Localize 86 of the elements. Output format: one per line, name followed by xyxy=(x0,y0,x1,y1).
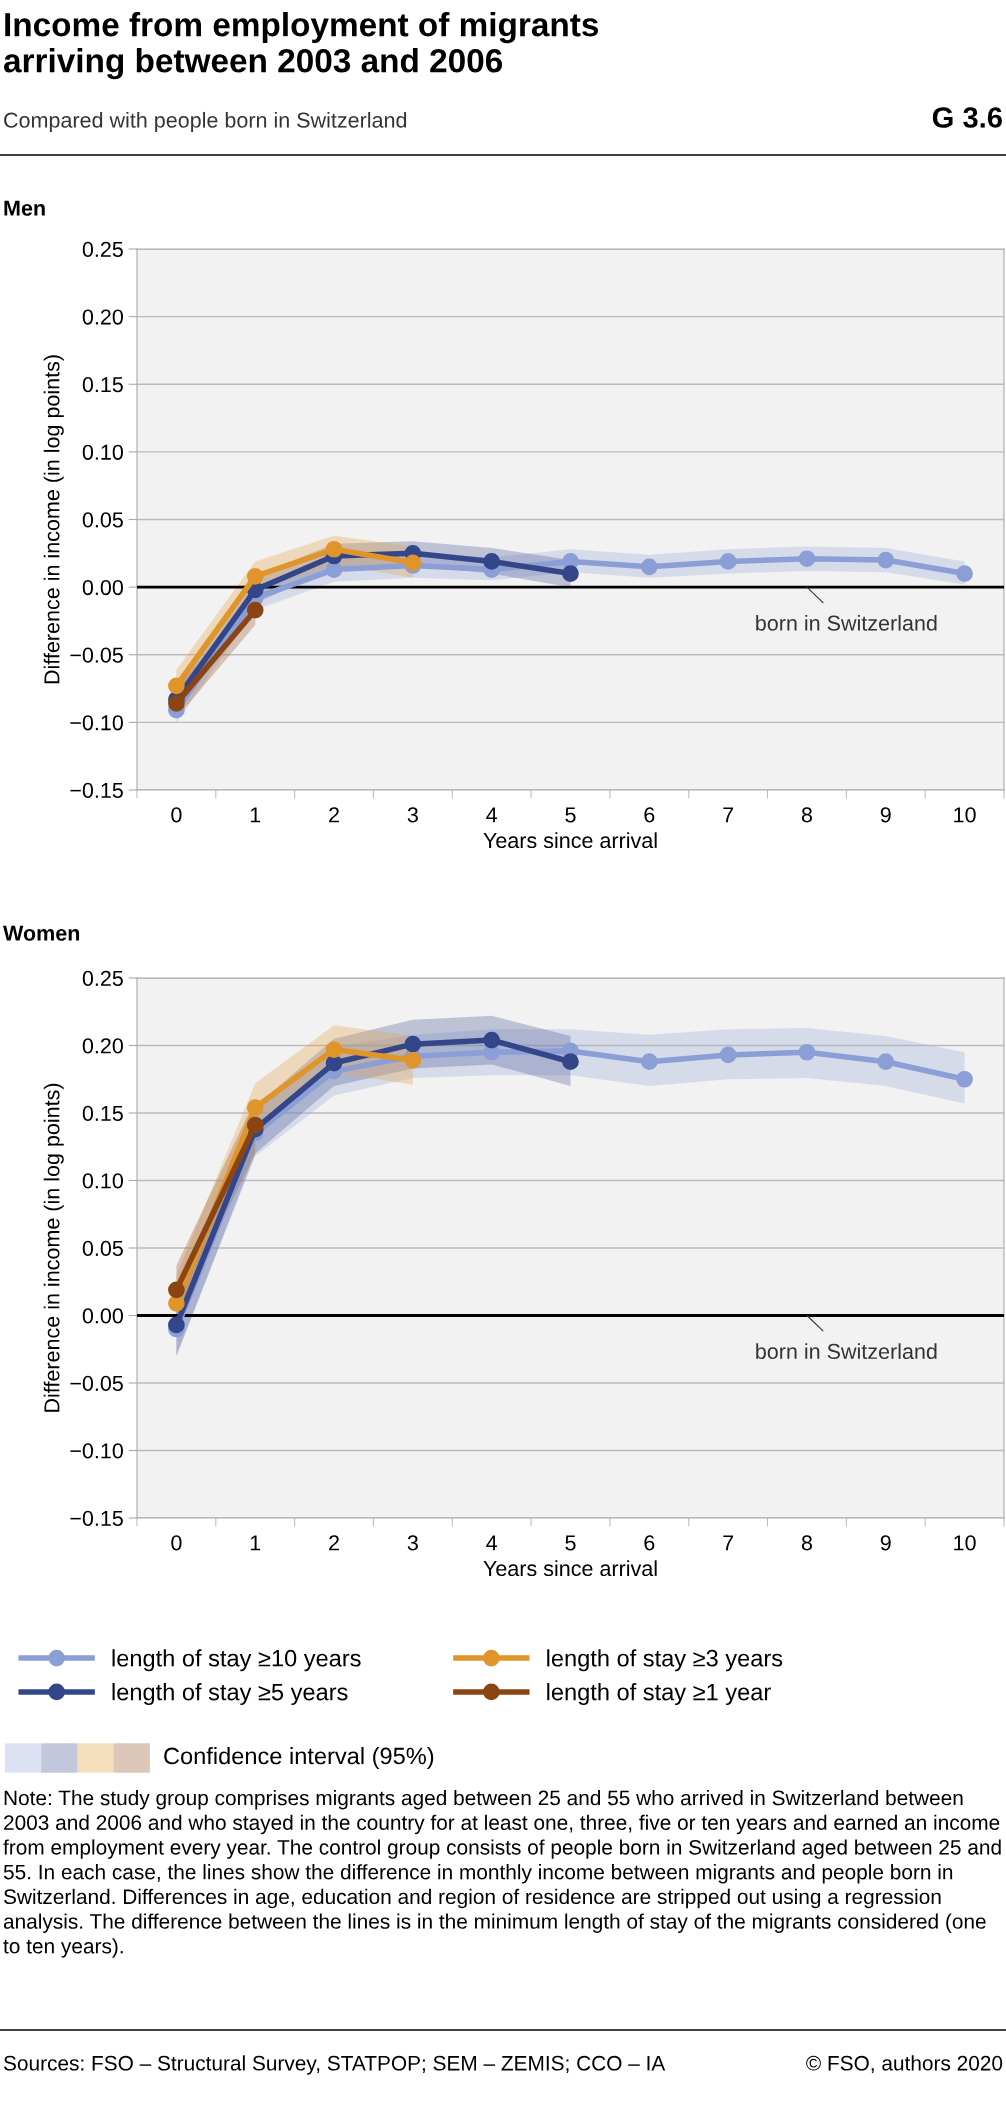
point xyxy=(246,601,264,619)
y-tick-label: 0.10 xyxy=(82,444,123,460)
text: © FSO, authors 2020 xyxy=(806,2055,1003,2074)
point xyxy=(483,553,501,570)
text: Confidence interval (95%) xyxy=(164,1746,434,1769)
point xyxy=(956,1070,973,1088)
text: Men xyxy=(4,200,45,216)
point xyxy=(168,1281,185,1299)
x-tick-label: 1 xyxy=(250,807,261,823)
x-tick-label: 2 xyxy=(329,1535,339,1551)
y-tick-label: 0.00 xyxy=(82,579,123,596)
point xyxy=(404,1052,422,1069)
y-tick-label: 0.25 xyxy=(82,241,123,258)
y-tick-label: 0.00 xyxy=(82,1308,123,1324)
ref-line-label: born in Switzerland xyxy=(756,614,937,631)
y-tick-label: −0.10 xyxy=(70,715,123,731)
y-tick-label: 0.15 xyxy=(82,1105,123,1122)
point xyxy=(325,1041,343,1058)
source-note: Sources: FSO – Structural Survey, STATPOP; SEM – ZEMIS; CCO – IA xyxy=(3,2055,666,2075)
point xyxy=(168,1316,185,1334)
point xyxy=(325,540,343,558)
x-tick-label: 1 xyxy=(250,1535,261,1551)
y-tick-label: −0.05 xyxy=(70,1375,123,1392)
y-tick-label: 0.20 xyxy=(82,1038,123,1054)
text: Women xyxy=(3,925,80,941)
legend-label: length of stay ≥3 years xyxy=(547,1649,783,1672)
legend-label: length of stay ≥5 years xyxy=(112,1683,348,1706)
y-tick-label: 0.05 xyxy=(82,512,123,528)
x-tick-label: 7 xyxy=(723,1535,734,1551)
point xyxy=(562,1053,579,1071)
point xyxy=(483,1031,501,1049)
point xyxy=(325,1054,343,1072)
point xyxy=(877,551,895,569)
point xyxy=(719,1046,737,1064)
y-tick-label: 0.10 xyxy=(82,1173,123,1189)
x-tick-label: 8 xyxy=(801,1535,812,1551)
point xyxy=(956,565,973,582)
y-tick-label: 0.25 xyxy=(82,970,123,987)
x-tick-label: 5 xyxy=(565,807,576,823)
text: Note: The study group comprises migrants aged between 25 and 55 who arrived in Switzerland between 2003 and 2006 and who stayed in the country for at least one, three, five or ten years and earned an income from employment every year. The control group consists of people born in Switzerland aged between 25 and 55. In each case, the lines show the difference in monthly income between migrants and people born in Switzerland. Differences in age, education and region of residence are stripped out using a regression analysis. The difference between the lines is in the minimum length of stay of the migrants considered (one to ten years). xyxy=(3,1790,1001,1958)
point xyxy=(246,567,264,585)
x-tick-label: 3 xyxy=(407,807,418,823)
point xyxy=(562,565,579,582)
legend-label: length of stay ≥10 years xyxy=(112,1649,361,1672)
point xyxy=(404,1035,422,1053)
x-tick-label: 9 xyxy=(880,807,891,823)
y-axis-title: Difference in income (in log points) xyxy=(43,1083,64,1412)
chart-title: Income from employment of migrants arriving between 2003 and 2006 xyxy=(4,12,599,80)
x-axis-title: Years since arrival xyxy=(483,1560,657,1577)
x-tick-label: 5 xyxy=(565,1535,576,1551)
y-tick-label: −0.15 xyxy=(70,782,123,799)
x-tick-label: 0 xyxy=(171,807,182,823)
x-tick-label: 6 xyxy=(644,1535,655,1551)
point xyxy=(640,1053,658,1071)
ref-line-label: born in Switzerland xyxy=(756,1343,937,1360)
x-tick-label: 2 xyxy=(329,807,339,823)
x-tick-label: 4 xyxy=(486,807,498,823)
point xyxy=(877,1053,895,1071)
point xyxy=(246,1116,264,1134)
x-tick-label: 6 xyxy=(644,807,655,823)
x-tick-label: 0 xyxy=(171,1535,182,1551)
x-tick-label: 9 xyxy=(880,1535,891,1551)
point xyxy=(168,677,185,695)
x-axis-title: Years since arrival xyxy=(483,832,657,849)
y-tick-label: −0.10 xyxy=(70,1443,123,1459)
x-tick-label: 10 xyxy=(954,1535,976,1551)
point xyxy=(798,550,816,568)
x-tick-label: 10 xyxy=(954,807,976,823)
point xyxy=(168,695,185,712)
x-tick-label: 3 xyxy=(407,1535,418,1551)
y-tick-label: −0.05 xyxy=(70,647,123,663)
y-tick-label: 0.05 xyxy=(82,1240,123,1257)
point xyxy=(246,1099,264,1116)
y-tick-label: 0.15 xyxy=(82,377,123,393)
chart-subtitle: Compared with people born in Switzerland xyxy=(4,111,407,133)
y-axis-title: Difference in income (in log points) xyxy=(43,355,64,684)
text: G 3.6 xyxy=(932,107,1002,128)
legend-label: length of stay ≥1 year xyxy=(547,1683,771,1706)
y-tick-label: 0.20 xyxy=(82,309,123,325)
x-tick-label: 4 xyxy=(486,1535,498,1551)
x-tick-label: 8 xyxy=(801,807,812,823)
point xyxy=(719,553,737,570)
x-tick-label: 7 xyxy=(723,807,734,823)
point xyxy=(798,1043,816,1061)
y-tick-label: −0.15 xyxy=(70,1510,123,1527)
point xyxy=(640,558,658,576)
